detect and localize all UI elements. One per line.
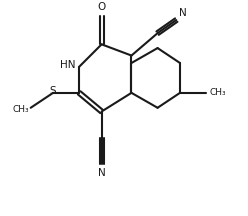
- Text: N: N: [179, 8, 187, 18]
- Text: S: S: [50, 86, 56, 96]
- Text: CH₃: CH₃: [12, 105, 29, 114]
- Text: N: N: [98, 168, 105, 178]
- Text: HN: HN: [60, 60, 75, 70]
- Text: O: O: [97, 2, 106, 12]
- Text: CH₃: CH₃: [209, 88, 226, 97]
